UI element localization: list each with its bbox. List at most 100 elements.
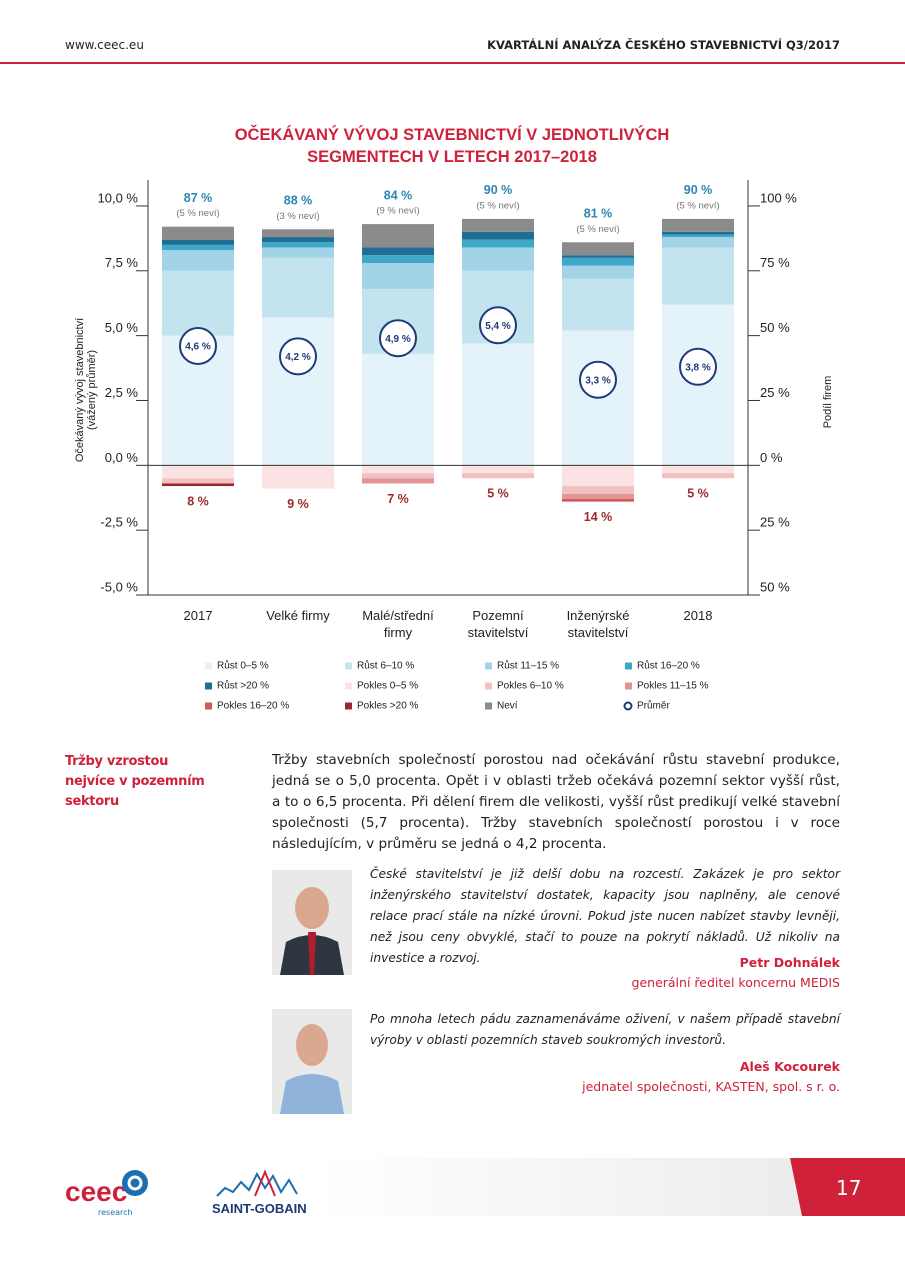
average-marker xyxy=(279,337,317,376)
y-tick-label: 7,5 % xyxy=(105,255,139,270)
bar-segment xyxy=(362,255,434,263)
logo2: SAINT-GOBAIN xyxy=(212,1201,307,1216)
quote-name: Petr Dohnálek xyxy=(739,955,840,970)
y2-tick-label: 0 % xyxy=(760,450,783,465)
legend-swatch xyxy=(345,702,352,710)
quote-role: generální ředitel koncernu MEDIS xyxy=(631,975,840,990)
growth-label: 88 % xyxy=(284,194,313,208)
unknown-label: (5 % neví) xyxy=(476,200,519,211)
bar-segment xyxy=(562,278,634,331)
average-marker xyxy=(479,306,517,345)
unknown-label: (3 % neví) xyxy=(276,211,319,222)
bar-segment xyxy=(662,234,734,238)
average-label: 5,4 % xyxy=(485,321,511,332)
chart-title: OČEKÁVANÝ VÝVOJ STAVEBNICTVÍ V JEDNOTLIV… xyxy=(234,126,670,166)
bar-segment xyxy=(562,499,634,502)
legend-label: Růst 0–5 % xyxy=(217,660,269,672)
average-marker xyxy=(679,347,717,386)
bar-segment xyxy=(462,465,534,474)
bar-segment xyxy=(462,343,534,466)
header-rule xyxy=(0,62,905,64)
bar-segment xyxy=(362,263,434,289)
bar-segment xyxy=(662,237,734,248)
average-marker xyxy=(579,360,617,399)
bar-segment xyxy=(362,465,434,474)
quote-name: Aleš Kocourek xyxy=(739,1059,840,1074)
unknown-label: (9 % neví) xyxy=(376,206,419,217)
unknown-label: (5 % neví) xyxy=(576,224,619,235)
bar-segment xyxy=(362,247,434,256)
y2-tick-label: 100 % xyxy=(760,190,797,205)
decline-label: 5 % xyxy=(487,487,509,501)
growth-label: 87 % xyxy=(184,191,213,205)
average-label: 4,2 % xyxy=(285,352,311,363)
legend-swatch xyxy=(205,682,212,690)
legend-label: Pokles 11–15 % xyxy=(637,681,709,692)
bar-segment xyxy=(562,465,634,487)
bar-segment xyxy=(262,237,334,243)
decline-label: 14 % xyxy=(584,510,613,524)
legend-swatch xyxy=(625,662,632,670)
average-label: 3,8 % xyxy=(685,362,711,373)
y-tick-label: 0,0 % xyxy=(105,450,139,465)
bar-segment xyxy=(562,255,634,258)
bar-segment xyxy=(562,257,634,266)
x-tick-label: 2017 xyxy=(183,608,213,623)
legend-label: Růst 16–20 % xyxy=(637,660,700,672)
bar-segment xyxy=(362,353,434,466)
photo xyxy=(272,1009,352,1114)
bar-segment xyxy=(162,250,234,271)
x-tick-label: Inženýrské stavitelství xyxy=(566,608,630,640)
bar-segment xyxy=(162,270,234,336)
x-tick-label: Pozemní stavitelství xyxy=(467,608,529,640)
bar-segment xyxy=(162,226,234,240)
y-tick-label: 5,0 % xyxy=(105,320,139,335)
header-title: KVARTÁLNÍ ANALÝZA ČESKÉHO STAVEBNICTVÍ Q… xyxy=(487,38,840,52)
quote-text: České stavitelství je již delší dobu na … xyxy=(370,867,840,965)
bar-segment xyxy=(262,465,334,489)
bar-segment xyxy=(562,493,634,500)
y2-tick-label: 75 % xyxy=(760,255,790,270)
bar-segment xyxy=(362,478,434,484)
y-axis-title-line: Očekávaný vývoj stavebnictví xyxy=(74,318,86,462)
growth-label: 90 % xyxy=(684,183,713,197)
bar-segment xyxy=(262,242,334,248)
bar-segment xyxy=(362,224,434,248)
quote-role: jednatel společnosti, KASTEN, spol. s r.… xyxy=(582,1079,840,1094)
bar-segment xyxy=(362,473,434,479)
logo: ceec xyxy=(65,1176,128,1207)
y-tick-label: 2,5 % xyxy=(105,385,139,400)
decline-label: 9 % xyxy=(287,497,309,511)
photo xyxy=(272,870,352,975)
bar-segment xyxy=(462,231,534,240)
legend-label: Růst 11–15 % xyxy=(497,660,559,672)
legend-swatch xyxy=(345,662,352,670)
decline-label: 8 % xyxy=(187,494,209,508)
bar-segment xyxy=(162,483,234,487)
average-label: 4,6 % xyxy=(185,342,211,353)
bar-segment xyxy=(462,247,534,271)
logo-icon xyxy=(122,1170,148,1196)
bar-segment xyxy=(662,473,734,479)
bar-segment xyxy=(262,229,334,238)
section-heading: Tržby vzrostou nejvíce v pozemním sektor… xyxy=(65,754,205,809)
growth-label: 81 % xyxy=(584,207,613,221)
bar-segment xyxy=(462,218,534,232)
y-tick-label: -2,5 % xyxy=(100,515,138,530)
bar-segment xyxy=(162,465,234,479)
bar-segment xyxy=(562,242,634,256)
average-label: 3,3 % xyxy=(585,375,611,386)
legend-swatch xyxy=(485,702,492,710)
section-text: Tržby stavebních společností porostou na… xyxy=(272,752,840,852)
average-marker xyxy=(179,327,217,365)
bar-segment xyxy=(562,265,634,279)
legend-label: Pokles 16–20 % xyxy=(217,701,289,712)
legend-swatch xyxy=(205,662,212,670)
bar-segment xyxy=(262,257,334,318)
legend-label: Růst >20 % xyxy=(217,680,269,692)
page-number: 17 xyxy=(836,1176,862,1200)
unknown-label: (5 % neví) xyxy=(676,200,719,211)
y-axis-title-line: (vážený průměr) xyxy=(86,350,98,430)
bar-segment xyxy=(462,239,534,248)
bar-segment xyxy=(162,239,234,245)
